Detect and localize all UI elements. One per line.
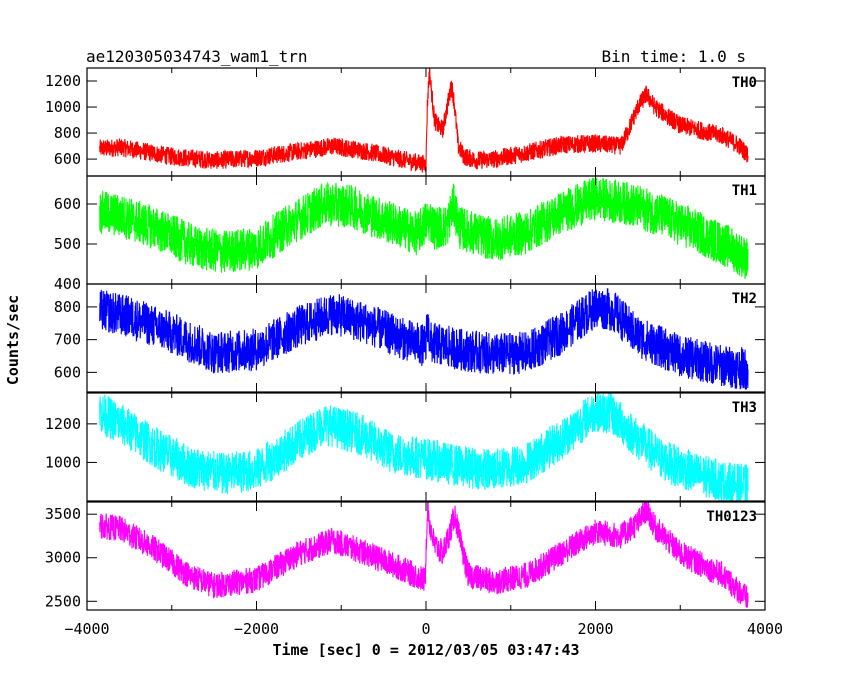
panel-th2: 600 700 800 TH2 bbox=[54, 283, 766, 393]
panel-name-label: TH1 bbox=[732, 183, 757, 199]
x-axis: −4000 −2000 0 2000 4000 bbox=[64, 620, 783, 638]
x-tick-label: −4000 bbox=[64, 620, 109, 638]
x-tick-label: 2000 bbox=[577, 620, 613, 638]
series-line-th0 bbox=[99, 68, 749, 173]
series-line-th1 bbox=[99, 177, 749, 280]
y-tick-label: 500 bbox=[54, 235, 81, 253]
y-tick-label: 1000 bbox=[45, 98, 81, 116]
bin-time-label: Bin time: 1.0 s bbox=[602, 47, 747, 66]
y-tick-label: 400 bbox=[54, 275, 81, 293]
series-line-th3 bbox=[99, 393, 749, 501]
y-tick-label: 700 bbox=[54, 331, 81, 349]
y-tick-label: 1000 bbox=[45, 453, 81, 471]
x-tick-label: 0 bbox=[421, 620, 430, 638]
panel-name-label: TH3 bbox=[732, 400, 757, 416]
x-tick-label: 4000 bbox=[747, 620, 783, 638]
y-tick-label: 800 bbox=[54, 124, 81, 142]
panel-th0123: 2500 3000 3500 TH0123 bbox=[45, 501, 766, 611]
panel-stack: 600 800 1000 1200 TH0 400 500 600 TH1 600 700 800 TH… bbox=[45, 67, 766, 611]
panel-name-label: TH0 bbox=[732, 75, 757, 91]
panel-th1: 400 500 600 TH1 bbox=[54, 175, 766, 293]
x-axis-title: Time [sec] 0 = 2012/03/05 03:47:43 bbox=[272, 641, 579, 659]
y-tick-label: 1200 bbox=[45, 72, 81, 90]
chart-title: ae120305034743_wam1_trn bbox=[86, 47, 308, 66]
y-tick-label: 2500 bbox=[45, 592, 81, 610]
panel-name-label: TH2 bbox=[732, 291, 757, 307]
panel-th0: 600 800 1000 1200 TH0 bbox=[45, 67, 766, 177]
y-tick-label: 600 bbox=[54, 363, 81, 381]
y-tick-label: 1200 bbox=[45, 415, 81, 433]
y-tick-label: 800 bbox=[54, 298, 81, 316]
panel-name-label: TH0123 bbox=[706, 509, 757, 525]
y-tick-label: 3500 bbox=[45, 505, 81, 523]
y-tick-label: 3000 bbox=[45, 549, 81, 567]
y-tick-label: 600 bbox=[54, 150, 81, 168]
series-line-th2 bbox=[99, 288, 749, 390]
panel-th3: 1000 1200 TH3 bbox=[45, 392, 766, 502]
y-tick-label: 600 bbox=[54, 195, 81, 213]
y-axis-title: Counts/sec bbox=[4, 295, 22, 385]
series-line-th0123 bbox=[99, 502, 749, 608]
x-tick-label: −2000 bbox=[234, 620, 279, 638]
